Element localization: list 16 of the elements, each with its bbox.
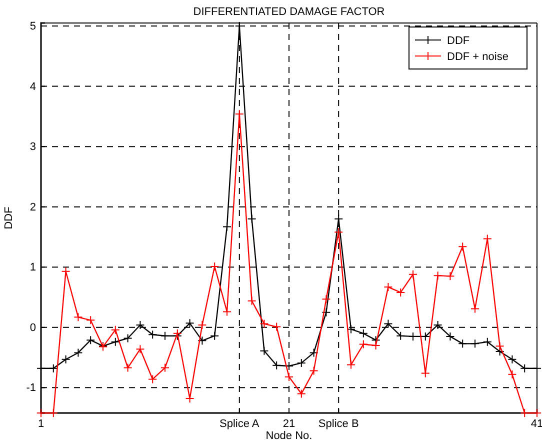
x-tick-label: 1 bbox=[38, 418, 44, 430]
y-tick-label: 0 bbox=[30, 322, 36, 334]
x-tick-label: 21 bbox=[282, 418, 296, 430]
y-tick-label: -1 bbox=[26, 382, 36, 394]
x-tick-label: Splice A bbox=[220, 418, 260, 430]
legend-label: DDF + noise bbox=[447, 51, 508, 63]
x-axis-title: Node No. bbox=[266, 430, 312, 442]
y-tick-label: 5 bbox=[30, 20, 36, 33]
y-tick-label: 4 bbox=[30, 80, 36, 93]
y-tick-label: 1 bbox=[30, 262, 36, 274]
y-tick-label: 3 bbox=[30, 141, 36, 154]
x-tick-label: Splice B bbox=[318, 418, 359, 430]
y-axis-title: DDF bbox=[3, 206, 15, 230]
y-tick-label: 2 bbox=[30, 201, 36, 214]
legend-label: DDF bbox=[447, 35, 470, 47]
chart-title: DIFFERENTIATED DAMAGE FACTOR bbox=[193, 6, 385, 18]
